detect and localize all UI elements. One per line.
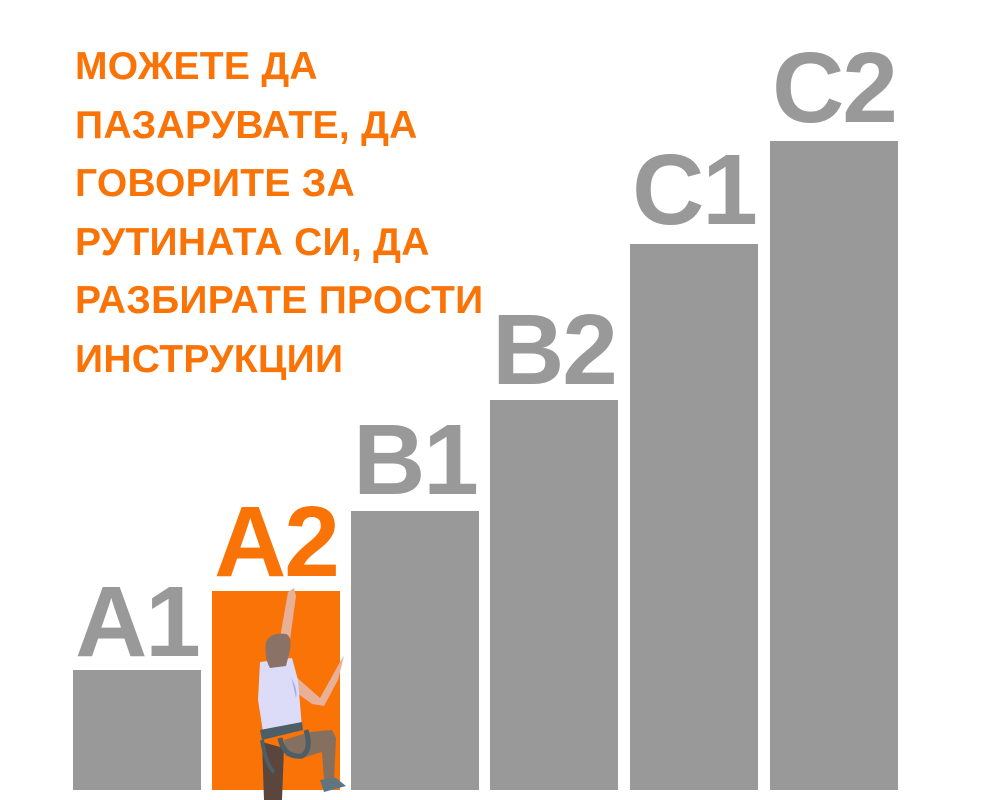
headline-line: РУТИНАТА СИ, ДА <box>75 220 430 264</box>
headline-line: МОЖЕТЕ ДА <box>75 45 318 88</box>
level-bar-a1 <box>73 670 201 790</box>
headline-line: РАЗБИРАТЕ ПРОСТИ <box>75 279 484 322</box>
level-label-c1: C1 <box>632 134 758 246</box>
level-label-a2: A2 <box>214 486 340 598</box>
headline-line: ПАЗАРУВАТЕ, ДА <box>75 103 418 147</box>
level-label-a1: A1 <box>75 566 201 678</box>
level-bar-c2 <box>770 141 898 790</box>
climber-illustration <box>258 588 346 800</box>
level-bar-b2 <box>490 400 618 790</box>
level-bar-b1 <box>351 511 479 790</box>
level-label-b1: B1 <box>353 404 479 516</box>
headline: МОЖЕТЕ ДА ПАЗАРУВАТЕ, ДА ГОВОРИТЕ ЗА РУТ… <box>75 38 495 389</box>
headline-line: ГОВОРИТЕ ЗА <box>75 162 356 205</box>
headline-line: ИНСТРУКЦИИ <box>75 337 344 381</box>
level-label-c2: C2 <box>772 32 898 144</box>
level-label-b2: B2 <box>492 294 618 406</box>
level-bar-c1 <box>630 244 758 790</box>
